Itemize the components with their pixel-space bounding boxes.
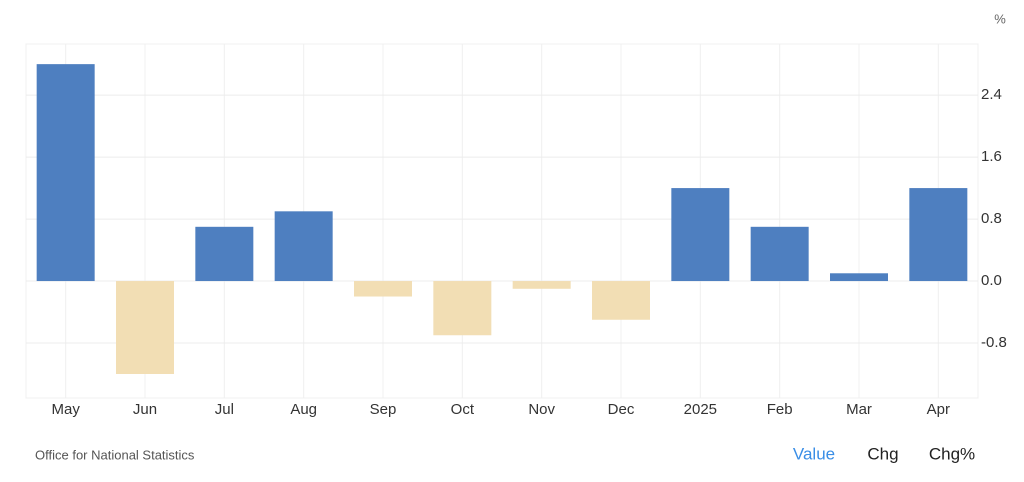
tab-value[interactable]: Value [793,444,835,463]
x-tick-label: Mar [846,401,872,418]
bar [512,281,571,289]
x-tick-label: Apr [927,401,950,418]
bar [909,188,968,282]
bar [116,281,174,374]
x-tick-label: May [51,401,80,418]
bar [671,188,730,282]
y-tick-label: 2.4 [981,86,1002,103]
bar [274,211,333,282]
y-tick-label: -0.8 [981,334,1007,351]
x-tick-label: Sep [370,401,397,418]
bar [830,273,888,282]
x-tick-label: 2025 [684,401,717,418]
x-tick-label: Jun [133,401,157,418]
x-tick-label: Feb [767,401,793,418]
bar [433,281,492,336]
bar [195,226,254,282]
y-tick-label: 0.8 [981,210,1002,227]
plot-frame [25,43,979,399]
x-tick-label: Jul [215,401,234,418]
x-tick-label: Dec [608,401,635,418]
tab-chg-pct[interactable]: Chg% [929,444,975,463]
bar [750,226,809,282]
x-tick-label: Aug [290,401,317,418]
y-tick-label: 1.6 [981,148,1002,165]
bar [354,281,412,297]
source: Office for National Statistics [35,447,195,462]
x-tick-label: Oct [451,401,475,418]
bar [592,281,650,320]
tab-chg[interactable]: Chg [867,444,898,463]
y-tick-label: 0.0 [981,272,1002,289]
unit-label: % [994,11,1006,26]
bar [36,64,95,282]
x-tick-label: Nov [528,401,555,418]
